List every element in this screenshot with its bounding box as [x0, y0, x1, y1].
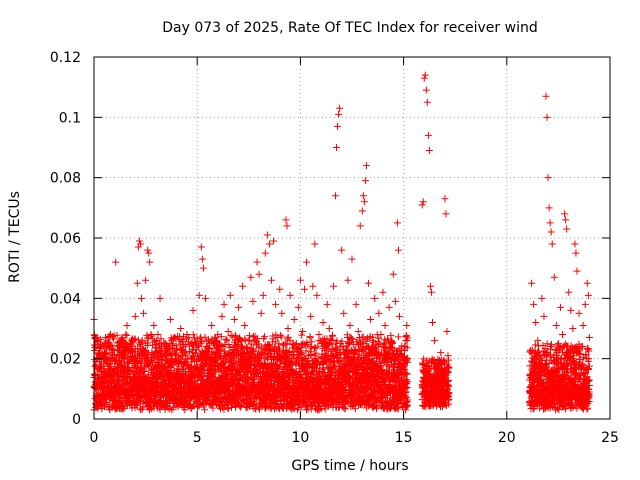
data-point [128, 404, 136, 412]
data-points [90, 71, 593, 414]
data-point [178, 336, 186, 344]
data-point [173, 344, 181, 352]
data-point [152, 347, 160, 355]
data-point [147, 331, 155, 339]
data-point [97, 344, 105, 352]
data-point [118, 377, 126, 385]
data-point [102, 334, 110, 342]
data-point [136, 342, 144, 350]
data-point [152, 340, 160, 348]
data-point [138, 336, 146, 344]
data-point [157, 335, 165, 343]
data-point [148, 332, 156, 340]
data-point [182, 352, 190, 360]
data-point [123, 379, 131, 387]
data-point [109, 335, 117, 343]
grid-lines [94, 57, 610, 419]
data-point [145, 362, 153, 370]
data-point [164, 404, 172, 412]
data-point [113, 331, 121, 339]
data-point [152, 392, 160, 400]
data-point [119, 405, 127, 413]
data-point [110, 351, 118, 359]
data-point [122, 331, 130, 339]
data-point [123, 331, 131, 339]
data-point [166, 345, 174, 353]
data-point [99, 379, 107, 387]
